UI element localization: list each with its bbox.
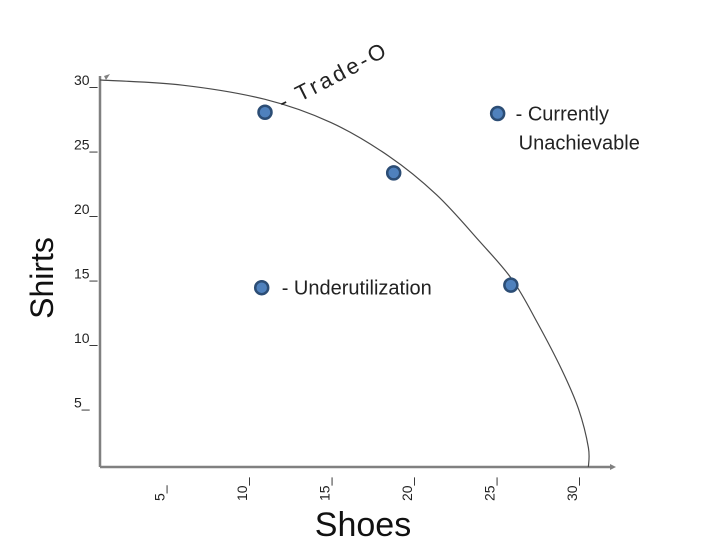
x-tick-label: 30_ <box>564 477 580 501</box>
x-tick-label: 5_ <box>152 485 168 501</box>
x-axis-title: Shoes <box>315 506 411 540</box>
points-layer <box>253 104 519 296</box>
data-point <box>253 279 270 296</box>
trade-offs-title: - Trade-Offs <box>0 0 393 115</box>
trade-offs-curve-layer <box>99 79 590 468</box>
y-tick-label: 20_ <box>74 201 98 217</box>
data-point <box>385 165 402 181</box>
trade-offs-title-text: - Trade-Offs <box>0 0 390 115</box>
y-tick-label: 25_ <box>74 137 98 153</box>
y-tick-label: 15_ <box>74 266 98 282</box>
point-label-line: - Currently <box>516 104 609 126</box>
y-tick-label: 10_ <box>74 330 98 346</box>
point-label: - Underutilization <box>282 278 432 300</box>
point-label-line: Unachievable <box>519 133 640 155</box>
data-point <box>489 105 506 122</box>
x-axis-arrow-icon <box>610 464 616 470</box>
axes: 5_ 10_ 15_ 20_ 25_ 30_ 5_ 10_ 15_ 20_ 25_ 30_ Shoes S… <box>24 72 616 540</box>
trade-offs-curve <box>99 79 590 468</box>
x-tick-label: 15_ <box>317 477 333 501</box>
data-point <box>257 104 273 120</box>
y-axis-title: Shirts <box>24 237 60 319</box>
x-tick-label: 10_ <box>234 477 250 501</box>
x-tick-label: 25_ <box>482 477 498 501</box>
x-tick-label: 20_ <box>399 477 415 501</box>
y-tick-label: 30_ <box>74 72 98 88</box>
y-tick-label: 5_ <box>74 395 90 411</box>
data-point <box>503 277 519 293</box>
y-axis-arrow-icon <box>104 74 110 80</box>
